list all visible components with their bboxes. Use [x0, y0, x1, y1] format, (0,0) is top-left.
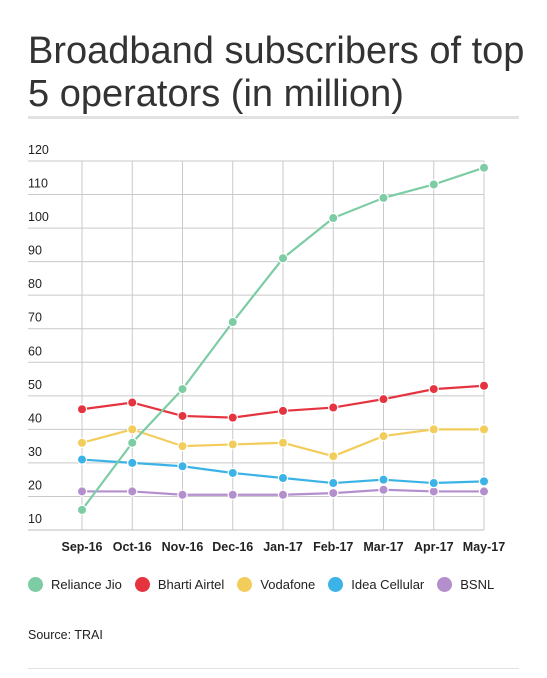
chart-legend: Reliance Jio Bharti Airtel Vodafone Idea Ce… [28, 574, 507, 594]
x-tick-label: Nov-16 [162, 540, 204, 554]
data-point [277, 253, 289, 264]
legend-marker [237, 576, 253, 592]
data-point [428, 477, 439, 489]
data-point [177, 383, 188, 395]
x-tick-label: Mar-17 [363, 540, 403, 554]
legend-marker [328, 576, 344, 592]
series-points [76, 162, 490, 516]
data-point [76, 486, 88, 497]
legend-label: Vodafone [260, 576, 316, 592]
data-point [378, 474, 389, 485]
data-point [76, 504, 88, 516]
legend-item: Idea Cellular [328, 576, 425, 592]
x-tick-label: May-17 [463, 540, 505, 554]
y-tick-label: 80 [28, 277, 42, 291]
x-tick-label: Dec-16 [212, 540, 253, 554]
y-axis-labels: 10 20 30 40 50 60 70 80 90 100 110 120 [28, 143, 49, 526]
data-point [227, 489, 238, 500]
legend-label: Reliance Jio [51, 576, 122, 592]
legend-label: Idea Cellular [351, 576, 425, 592]
data-point [127, 457, 138, 469]
data-point [227, 412, 238, 423]
data-point [177, 440, 188, 452]
legend-item: Vodafone [237, 576, 316, 592]
chart-grid [28, 160, 485, 531]
data-point [127, 437, 138, 448]
data-point [227, 439, 238, 450]
source-note: Source: TRAI [28, 628, 103, 642]
data-point [478, 380, 490, 391]
x-tick-label: Oct-16 [113, 540, 152, 554]
data-point [328, 477, 339, 489]
x-tick-label: Jan-17 [263, 540, 303, 554]
y-tick-label: 10 [28, 512, 42, 526]
data-point [127, 424, 138, 435]
chart-title: Broadband subscribers of top 5 operators… [28, 30, 525, 115]
y-tick-label: 20 [28, 478, 42, 492]
data-point [378, 484, 389, 495]
data-point [127, 397, 138, 408]
data-point [328, 212, 339, 224]
x-tick-label: Apr-17 [414, 540, 454, 554]
data-point [478, 486, 490, 497]
data-point [127, 486, 138, 497]
legend-item: Reliance Jio [28, 576, 122, 592]
data-point [378, 430, 389, 442]
data-point [76, 404, 88, 415]
y-tick-label: 110 [28, 177, 48, 191]
data-point [76, 454, 88, 465]
y-tick-label: 90 [28, 244, 42, 258]
legend-marker [134, 576, 150, 592]
data-point [378, 393, 389, 405]
data-point [177, 461, 188, 472]
data-point [378, 192, 389, 204]
data-point [177, 489, 188, 500]
legend-item: Bharti Airtel [134, 576, 225, 592]
data-point [478, 424, 490, 435]
data-point [428, 424, 439, 435]
legend-marker [437, 576, 453, 592]
data-point [478, 476, 490, 487]
x-tick-label: Feb-17 [313, 540, 353, 554]
data-point [177, 410, 188, 422]
title-divider [28, 116, 519, 119]
line-chart: 10 20 30 40 50 60 70 80 90 100 110 120 Sep-16 Oct-16… [28, 143, 506, 554]
data-point [428, 179, 439, 190]
y-tick-label: 70 [28, 311, 42, 325]
y-tick-label: 40 [28, 411, 42, 425]
data-point [76, 437, 88, 448]
data-point [277, 405, 289, 417]
legend-item: BSNL [437, 576, 495, 592]
y-tick-label: 100 [28, 210, 49, 224]
x-axis-labels: Sep-16 Oct-16 Nov-16 Dec-16 Jan-17 Feb-17 Mar-… [62, 540, 506, 554]
data-point [227, 316, 238, 328]
y-tick-label: 60 [28, 344, 42, 358]
legend-marker [28, 576, 43, 592]
bottom-divider [28, 668, 519, 669]
data-point [227, 467, 238, 479]
data-point [328, 451, 339, 462]
legend-label: BSNL [460, 576, 495, 592]
data-point [277, 489, 289, 500]
x-tick-label: Sep-16 [62, 540, 103, 554]
data-point [428, 383, 439, 395]
y-tick-label: 120 [28, 143, 49, 157]
y-tick-label: 30 [28, 445, 42, 459]
y-tick-label: 50 [28, 378, 42, 392]
data-point [277, 437, 289, 448]
data-point [478, 162, 490, 173]
legend-label: Bharti Airtel [157, 576, 225, 592]
data-point [328, 402, 339, 413]
data-point [277, 472, 289, 484]
data-point [328, 487, 339, 499]
